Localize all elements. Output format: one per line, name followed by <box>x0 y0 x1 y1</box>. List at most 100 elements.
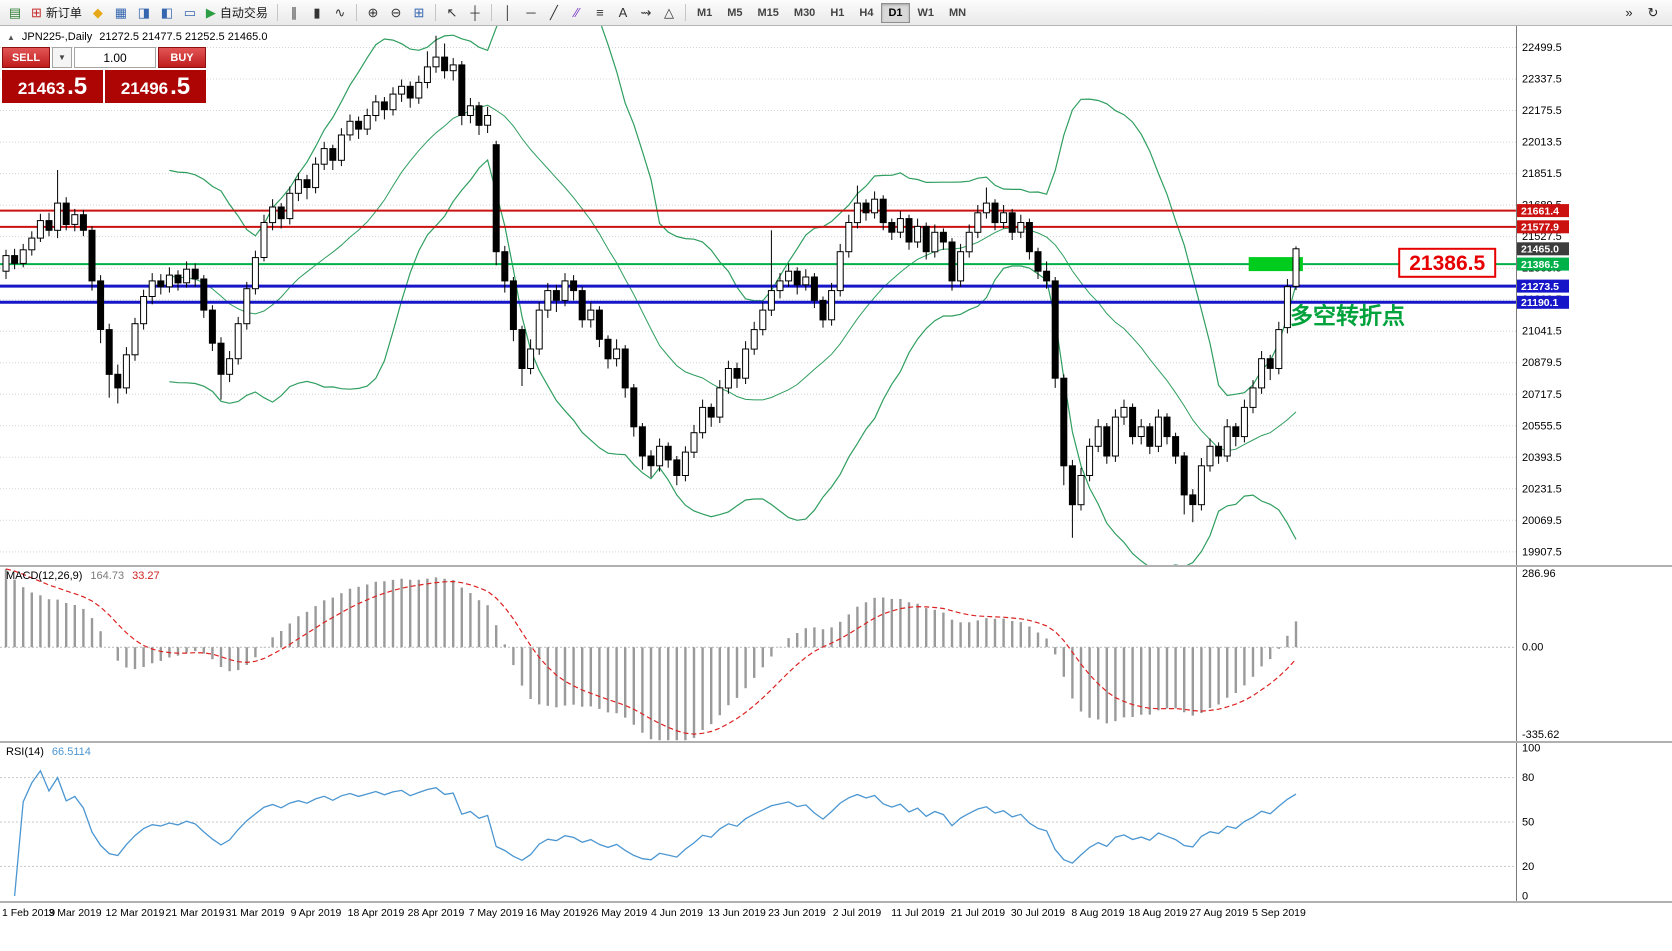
candle <box>1000 212 1008 224</box>
time-axis-label: 28 Apr 2019 <box>407 907 465 919</box>
price-level-tag-label: 21273.5 <box>1521 281 1559 293</box>
candlesticks <box>2 35 1300 538</box>
volume-dropdown-button[interactable]: ▼ <box>52 47 72 68</box>
channel-button[interactable]: ∕∕ <box>566 2 588 23</box>
shapes-button[interactable]: △ <box>658 2 680 23</box>
timeframe-button-m30[interactable]: M30 <box>793 6 816 19</box>
trendline-icon: ╱ <box>550 5 558 20</box>
buy-button[interactable]: BUY <box>158 47 206 68</box>
price-axis-label: 22013.5 <box>1522 137 1562 149</box>
toolbar-separator <box>684 4 686 21</box>
rsi-panel[interactable]: 100 80 50 20 0 <box>0 743 1672 901</box>
price-axis-label: 22337.5 <box>1522 74 1562 86</box>
candle <box>277 206 285 220</box>
autotrading-button-label: 自动交易 <box>219 6 268 20</box>
timeframe-button-m5[interactable]: M5 <box>727 6 743 19</box>
main-toolbar: ▤ ⊞ 新订单 ◆ ▦ ◨ ◧ ▭ ▶ 自动交易 ∥ ▮ ∿ ⊕ ⊖ ⊞ ↖ ┼ │ ─ ╱ ∕∕ ≡ A ⇝ △ M1 M5 M15… <box>0 0 1672 26</box>
candle <box>1223 426 1231 457</box>
horizontal-line-button[interactable]: ─ <box>520 2 542 23</box>
candle <box>914 225 922 243</box>
chart-shift-button[interactable]: » <box>1618 2 1640 23</box>
candle <box>733 368 741 379</box>
trendline-button[interactable]: ╱ <box>543 2 565 23</box>
candle <box>1206 445 1214 467</box>
price-chart[interactable]: 22499.522337.522175.522013.521851.521689… <box>0 26 1672 565</box>
new-chart-button[interactable]: ▤ <box>4 2 26 23</box>
candle <box>501 251 509 282</box>
candle <box>1163 416 1171 438</box>
arrows-button[interactable]: ⇝ <box>635 2 657 23</box>
panel-divider[interactable] <box>0 901 1672 903</box>
crosshair-icon: ┼ <box>470 5 480 20</box>
time-axis-label: 21 Mar 2019 <box>165 907 225 919</box>
candle <box>948 241 956 282</box>
vertical-line-button[interactable]: │ <box>497 2 519 23</box>
bar-chart-button[interactable]: ∥ <box>283 2 305 23</box>
terminal-icon: ▭ <box>183 5 197 20</box>
timeframe-button-m15[interactable]: M15 <box>757 6 779 19</box>
candle <box>492 144 500 253</box>
buy-price-button[interactable]: 21496 .5 <box>105 70 206 103</box>
rsi-axis-label: 0 <box>1522 891 1528 902</box>
candle <box>71 214 79 225</box>
timeframe-button-d1[interactable]: D1 <box>881 2 910 23</box>
candle <box>148 280 156 297</box>
price-axis[interactable]: 22499.522337.522175.522013.521851.521689… <box>1516 26 1570 565</box>
candle <box>939 231 947 243</box>
favorites-button[interactable]: ◆ <box>87 2 109 23</box>
candle <box>509 280 517 330</box>
zoom-in-button[interactable]: ⊕ <box>362 2 384 23</box>
rsi-axis[interactable]: 100 80 50 20 0 <box>1516 743 1541 902</box>
new-order-button[interactable]: ⊞ 新订单 <box>27 2 86 23</box>
candle <box>1025 222 1033 253</box>
candle <box>423 66 431 84</box>
zoom-out-button[interactable]: ⊖ <box>385 2 407 23</box>
auto-scroll-button[interactable]: ↻ <box>1642 2 1664 23</box>
annotation-text[interactable]: 多空转折点 <box>1290 303 1405 329</box>
candle <box>750 329 758 350</box>
tile-windows-button[interactable]: ⊞ <box>408 2 430 23</box>
terminal-button[interactable]: ▭ <box>179 2 201 23</box>
candle <box>1232 426 1240 437</box>
timeframe-button-m1[interactable]: M1 <box>696 6 713 19</box>
candlestick-chart-button[interactable]: ▮ <box>306 2 328 23</box>
crosshair-button[interactable]: ┼ <box>464 2 486 23</box>
sell-price-button[interactable]: 21463 .5 <box>2 70 103 103</box>
autotrading-button[interactable]: ▶ 自动交易 <box>202 2 272 23</box>
candle <box>1292 248 1300 287</box>
new-order-icon: ⊞ <box>31 5 42 20</box>
text-button[interactable]: A <box>612 2 634 23</box>
timeframe-button-h4[interactable]: H4 <box>859 6 874 19</box>
data-window-button[interactable]: ◨ <box>133 2 155 23</box>
fibonacci-button[interactable]: ≡ <box>589 2 611 23</box>
candle <box>105 329 113 375</box>
line-chart-button[interactable]: ∿ <box>329 2 351 23</box>
price-axis-label: 20879.5 <box>1522 357 1562 369</box>
time-axis[interactable]: 1 Feb 2019 3 Mar 2019 12 Mar 2019 21 Mar 20… <box>0 903 1516 925</box>
candle <box>724 368 732 389</box>
vertical-line-icon: │ <box>503 5 512 20</box>
shapes-icon: △ <box>663 5 674 20</box>
volume-input[interactable] <box>74 47 156 68</box>
navigator-button[interactable]: ◧ <box>156 2 178 23</box>
auto-scroll-icon: ↻ <box>1647 5 1659 20</box>
panel-divider[interactable] <box>0 565 1672 567</box>
candle <box>767 290 775 311</box>
timeframe-button-h1[interactable]: H1 <box>830 6 845 19</box>
price-callout-box[interactable] <box>1398 247 1497 278</box>
timeframe-button-w1[interactable]: W1 <box>917 6 935 19</box>
cursor-button[interactable]: ↖ <box>441 2 463 23</box>
candle <box>991 202 999 224</box>
candle <box>570 280 578 292</box>
candle <box>312 163 320 189</box>
candle <box>406 85 414 99</box>
macd-axis[interactable]: 286.96 0.00 -335.62 <box>1516 567 1560 741</box>
panel-divider[interactable] <box>0 741 1672 743</box>
candle <box>1215 445 1223 457</box>
candle <box>1258 358 1266 389</box>
highlight-rectangle[interactable] <box>1248 257 1303 272</box>
market-watch-button[interactable]: ▦ <box>110 2 132 23</box>
sell-button[interactable]: SELL <box>2 47 50 68</box>
timeframe-button-mn[interactable]: MN <box>949 6 967 19</box>
macd-panel[interactable]: 286.96 0.00 -335.62 <box>0 567 1672 741</box>
